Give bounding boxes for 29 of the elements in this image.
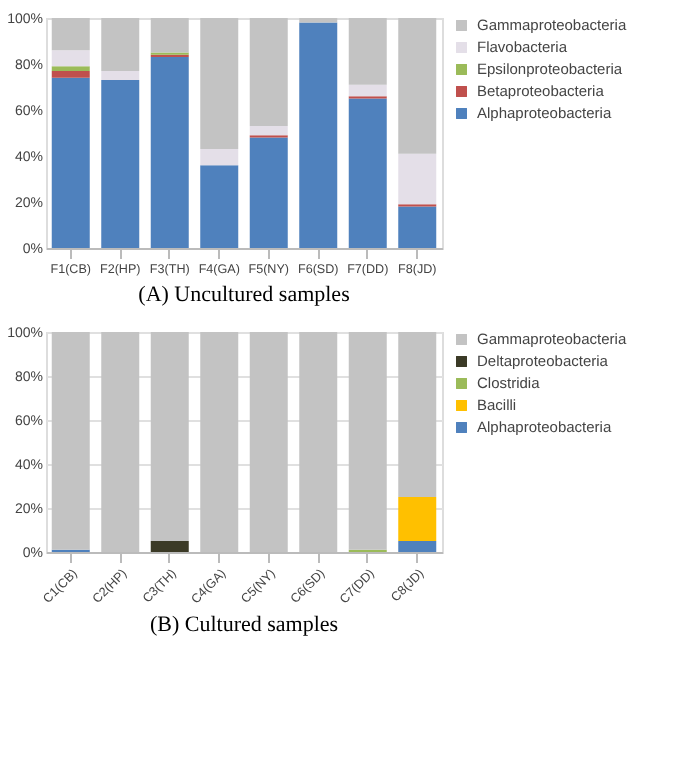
bar [101, 18, 140, 71]
bar [398, 497, 437, 541]
bar [51, 18, 90, 51]
bar [200, 149, 239, 166]
bar [249, 126, 288, 136]
bar [348, 84, 387, 97]
bar [200, 18, 239, 150]
bar [150, 57, 189, 248]
bar [51, 70, 90, 78]
bar [150, 332, 189, 541]
bar [150, 18, 189, 53]
bar [398, 332, 437, 497]
bar [150, 541, 189, 552]
bar [398, 153, 437, 205]
bar [51, 50, 90, 67]
text: (A) Uncultured samples [138, 282, 350, 307]
bar [299, 22, 338, 248]
bar [398, 541, 437, 552]
bar [398, 18, 437, 154]
bar [200, 165, 239, 248]
bar [398, 206, 437, 248]
bar [348, 18, 387, 85]
bar [348, 98, 387, 248]
bar [249, 18, 288, 127]
bar [101, 80, 140, 248]
bar [101, 70, 140, 81]
bar [249, 137, 288, 248]
text: (B) Cultured samples [149, 613, 339, 638]
bar [51, 77, 90, 248]
